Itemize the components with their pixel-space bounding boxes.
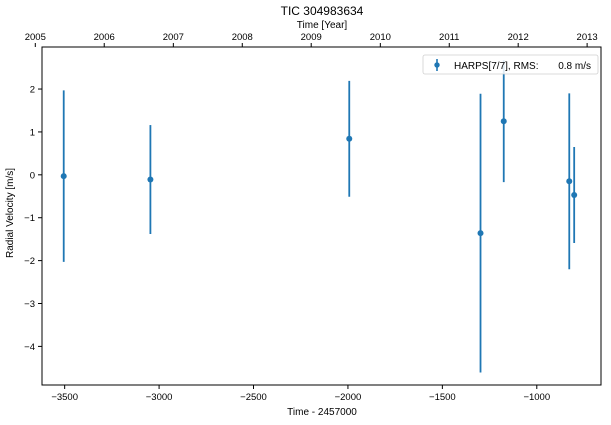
x-tick-label: −3000 <box>146 392 173 403</box>
data-point <box>500 118 507 125</box>
x-tick-label: −3500 <box>51 392 78 403</box>
top-x-axis: 2005 2006 2007 2008 2009 2010 2011 2012 2013 <box>25 32 598 47</box>
x-tick-label: −1500 <box>429 392 456 403</box>
plot-frame <box>41 46 602 386</box>
x-tick-label: −1000 <box>523 392 550 403</box>
y-tick-label: −2 <box>24 256 35 267</box>
y-axis: −4 −3 −2 −1 0 1 2 <box>24 85 42 353</box>
x-tick-label: −2500 <box>240 392 267 403</box>
data-point <box>566 178 573 185</box>
series-harps <box>60 60 578 373</box>
y-tick-label: 2 <box>30 85 35 96</box>
data-point <box>60 173 67 180</box>
y-axis-label: Radial Velocity [m/s] <box>5 168 16 258</box>
data-point <box>477 230 484 237</box>
legend-marker <box>434 62 440 68</box>
legend-box <box>422 54 599 75</box>
y-tick-label: −1 <box>24 213 35 224</box>
legend-label: HARPS[7/7], RMS: <box>454 61 538 72</box>
y-tick-label: −3 <box>24 299 35 310</box>
top-tick-label: 2006 <box>94 32 115 43</box>
y-tick-label: 0 <box>30 170 35 181</box>
legend-rms-value: 0.8 m/s <box>558 61 591 72</box>
top-tick-label: 2007 <box>163 32 184 43</box>
y-tick-label: 1 <box>30 127 35 138</box>
top-tick-label: 2005 <box>25 32 46 43</box>
top-x-axis-label: Time [Year] <box>297 20 348 31</box>
top-tick-label: 2013 <box>577 32 598 43</box>
top-tick-label: 2009 <box>301 32 322 43</box>
y-tick-label: −4 <box>24 342 35 353</box>
data-point <box>147 176 154 183</box>
data-point <box>571 191 578 198</box>
legend: HARPS[7/7], RMS: 0.8 m/s <box>422 54 599 75</box>
top-tick-label: 2008 <box>232 32 253 43</box>
data-point <box>346 135 353 142</box>
top-tick-label: 2012 <box>508 32 529 43</box>
x-axis: −3500 −3000 −2500 −2000 −1500 −1000 <box>51 385 550 403</box>
x-tick-label: −2000 <box>335 392 362 403</box>
top-tick-label: 2010 <box>370 32 391 43</box>
x-axis-label: Time - 2457000 <box>287 407 357 418</box>
top-tick-label: 2011 <box>439 32 459 43</box>
chart-title: TIC 304983634 <box>281 4 364 18</box>
